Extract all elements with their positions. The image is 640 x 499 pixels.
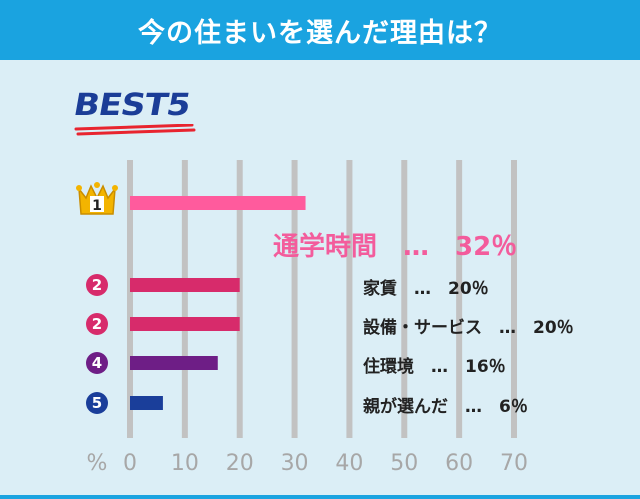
- rank-badge-3: [86, 313, 108, 335]
- rank-number: 5: [92, 394, 102, 412]
- title-text: 今の住まいを選んだ理由は？: [138, 17, 502, 49]
- bar-label-1: 通学時間 … 32％: [273, 232, 518, 262]
- bar-5: [130, 396, 163, 410]
- rank-badge-4: [86, 352, 108, 374]
- x-tick-label: 60: [445, 451, 473, 476]
- rank-number: 1: [92, 198, 102, 214]
- bar-label-2: 家賃 … 20％: [363, 279, 489, 299]
- x-tick-label: 20: [226, 451, 254, 476]
- rank-badge-2: [86, 274, 108, 296]
- bar-2: [130, 278, 240, 292]
- best5-underline: [74, 124, 196, 136]
- best5-badge: BEST5: [71, 86, 196, 136]
- rank-number: 2: [92, 276, 102, 294]
- bottom-strip: [0, 495, 640, 499]
- rank-badge-5: [86, 392, 108, 414]
- x-tick-label: 40: [335, 451, 363, 476]
- bar-4: [130, 356, 218, 370]
- bar-1: [130, 196, 306, 210]
- page-title: 今の住まいを選んだ理由は？: [0, 0, 640, 60]
- x-tick-label: 10: [171, 451, 199, 476]
- x-tick-label: 50: [390, 451, 418, 476]
- crown-icon: [76, 182, 118, 215]
- rank-number: 4: [92, 354, 102, 372]
- rank-number: 2: [92, 315, 102, 333]
- x-tick-label: 70: [500, 451, 528, 476]
- bar-label-3: 設備・サービス … 20％: [363, 318, 574, 338]
- x-axis-unit-label: %: [87, 451, 108, 476]
- bar-label-5: 親が選んだ … 6％: [363, 397, 528, 417]
- x-tick-label: 0: [123, 451, 137, 476]
- bar-3: [130, 317, 240, 331]
- bar-label-4: 住環境 … 16％: [363, 357, 506, 377]
- x-tick-label: 30: [281, 451, 309, 476]
